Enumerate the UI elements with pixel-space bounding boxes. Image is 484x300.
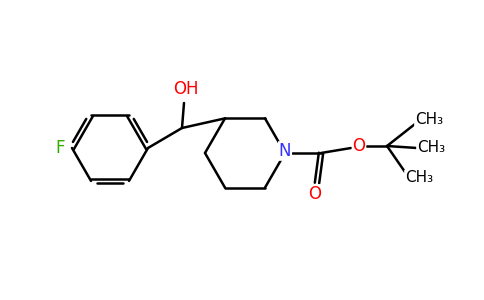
Text: CH₃: CH₃	[415, 112, 443, 128]
Text: OH: OH	[173, 80, 199, 98]
Text: F: F	[55, 139, 65, 157]
Text: N: N	[279, 142, 291, 160]
Text: O: O	[352, 137, 365, 155]
Text: CH₃: CH₃	[405, 170, 433, 185]
Text: CH₃: CH₃	[417, 140, 445, 155]
Text: O: O	[308, 185, 321, 203]
